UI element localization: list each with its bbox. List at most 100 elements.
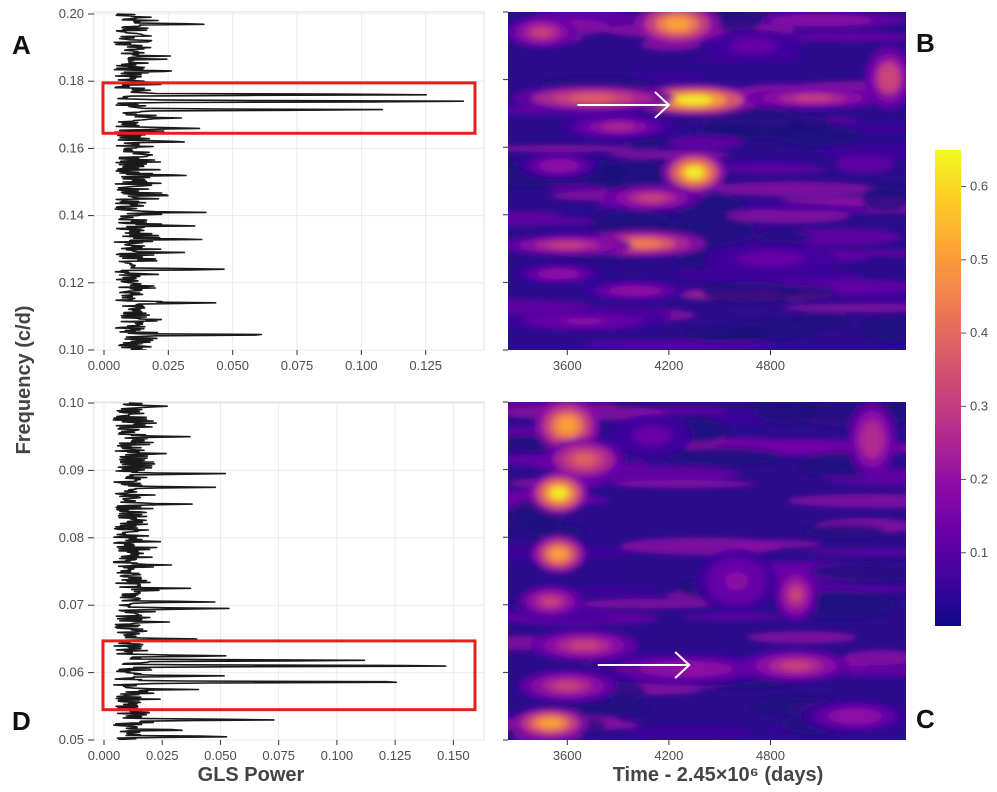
heatmap-dark-patch [569,703,650,716]
heatmap-hotspot [865,428,879,450]
heatmap-hotspot [640,429,664,442]
x-tick-label: 4800 [756,358,785,373]
heatmap-dark-patch [790,115,831,131]
heatmap-dark-patch [810,560,906,583]
panel-c-heatmap-blobs [508,402,906,740]
heatmap-dark-patch [753,402,817,425]
panel-a-power-line [113,13,465,350]
panel-b-arrow [577,91,671,119]
panel-b-y-tickmarks [503,11,508,351]
y-tick-label: 0.18 [59,73,84,88]
heatmap-hotspot [619,287,651,294]
heatmap-texture-streak [619,537,785,555]
colorbar-tick-label: 0.1 [970,545,988,560]
heatmap-texture-streak [746,631,858,644]
x-tick-label: 3600 [553,748,582,763]
heatmap-hotspot [725,572,749,591]
heatmap-hotspot [839,711,871,721]
x-tick-label: 0.000 [88,358,121,373]
panel-a-highlight-box [101,81,477,135]
panel-c-y-tickmarks [503,401,508,741]
panel-c-x-ticks: 3600 4200 4800 [553,740,785,763]
panel-a-periodogram: 0.10 0.12 0.14 0.16 0.18 0.20 0.000 0.025 0.050… [59,6,485,373]
x-tick-label: 0.075 [262,748,295,763]
heatmap-texture-streak [832,249,906,257]
colorbar-ticks: 0.1 0.2 0.3 0.4 0.5 0.6 [961,179,988,560]
panel-a-x-ticks: 0.000 0.025 0.050 0.075 0.100 0.125 [88,350,442,373]
x-tick-label: 0.025 [152,358,185,373]
heatmap-texture-streak [721,164,829,174]
x-tick-label: 4200 [654,358,683,373]
heatmap-dark-patch [510,524,586,538]
heatmap-dark-patch [701,281,800,304]
power-series-line [112,402,447,740]
heatmap-hotspot [572,453,596,466]
x-tick-label: 4800 [756,748,785,763]
heatmap-texture-streak [508,216,615,226]
heatmap-texture-streak [508,211,563,218]
heatmap-texture-streak [630,72,707,81]
heatmap-texture-streak [667,135,745,150]
y-tick-label: 0.10 [59,395,84,410]
heatmap-dark-patch [804,523,886,539]
power-series-line [113,13,465,350]
x-axis-title-time: Time - 2.45×10⁶ (days) [613,764,824,786]
panel-label-d: D [12,706,31,736]
heatmap-hotspot [541,596,560,606]
x-axis-title-power: GLS Power [198,764,305,786]
heatmap-hotspot [780,661,812,671]
heatmap-dark-patch [724,320,816,339]
y-tick-label: 0.14 [59,208,84,223]
heatmap-texture-streak [508,144,637,153]
heatmap-hotspot [550,487,568,500]
panel-a-grid [94,12,484,351]
heatmap-hotspot [569,94,616,102]
y-tick-label: 0.05 [59,732,84,747]
heatmap-hotspot [561,318,608,325]
colorbar-tick-label: 0.3 [970,398,988,413]
x-tick-label: 0.125 [379,748,412,763]
x-tick-label: 3600 [553,358,582,373]
panel-label-a: A [12,30,31,60]
heatmap-texture-streak [802,548,906,556]
heatmap-texture-streak [834,155,895,174]
heatmap-hotspot [625,239,662,248]
heatmap-hotspot [665,17,690,30]
heatmap-hotspot [685,166,704,179]
x-tick-label: 0.100 [321,748,354,763]
heatmap-texture-streak [680,613,783,621]
colorbar-tick-label: 0.6 [970,179,988,194]
heatmap-hotspot [882,68,896,88]
heatmap-texture-streak [709,181,878,197]
x-tick-label: 0.000 [88,748,121,763]
panel-c-heatmap: 3600 4200 4800 [503,401,906,763]
panel-c-arrow [597,651,691,679]
heatmap-hotspot [568,640,600,650]
panel-d-power-line [112,402,447,740]
heatmap-texture-streak [796,32,903,39]
colorbar-tick-label: 0.5 [970,252,988,267]
x-tick-label: 0.150 [437,748,470,763]
x-tick-label: 0.100 [345,358,378,373]
panel-d-y-ticks: 0.05 0.06 0.07 0.08 0.09 0.10 [59,395,94,747]
colorbar-gradient [935,150,961,626]
heatmap-hotspot [553,681,581,691]
y-tick-label: 0.07 [59,597,84,612]
colorbar: 0.1 0.2 0.3 0.4 0.5 0.6 [935,150,988,626]
colorbar-tick-label: 0.2 [970,472,988,487]
heatmap-dark-patch [755,230,813,245]
y-tick-label: 0.06 [59,665,84,680]
x-tick-label: 0.050 [204,748,237,763]
x-tick-label: 0.050 [216,358,249,373]
panel-d-highlight-box [101,639,477,712]
y-axis-title: Frequency (c/d) [13,306,35,455]
heatmap-dark-patch [801,311,849,327]
heatmap-hotspot [638,194,666,202]
heatmap-hotspot [547,161,571,170]
y-tick-label: 0.09 [59,462,84,477]
heatmap-dark-patch [861,316,906,342]
panel-a-y-ticks: 0.10 0.12 0.14 0.16 0.18 0.20 [59,6,94,357]
heatmap-hotspot [793,95,832,102]
y-tick-label: 0.10 [59,342,84,357]
